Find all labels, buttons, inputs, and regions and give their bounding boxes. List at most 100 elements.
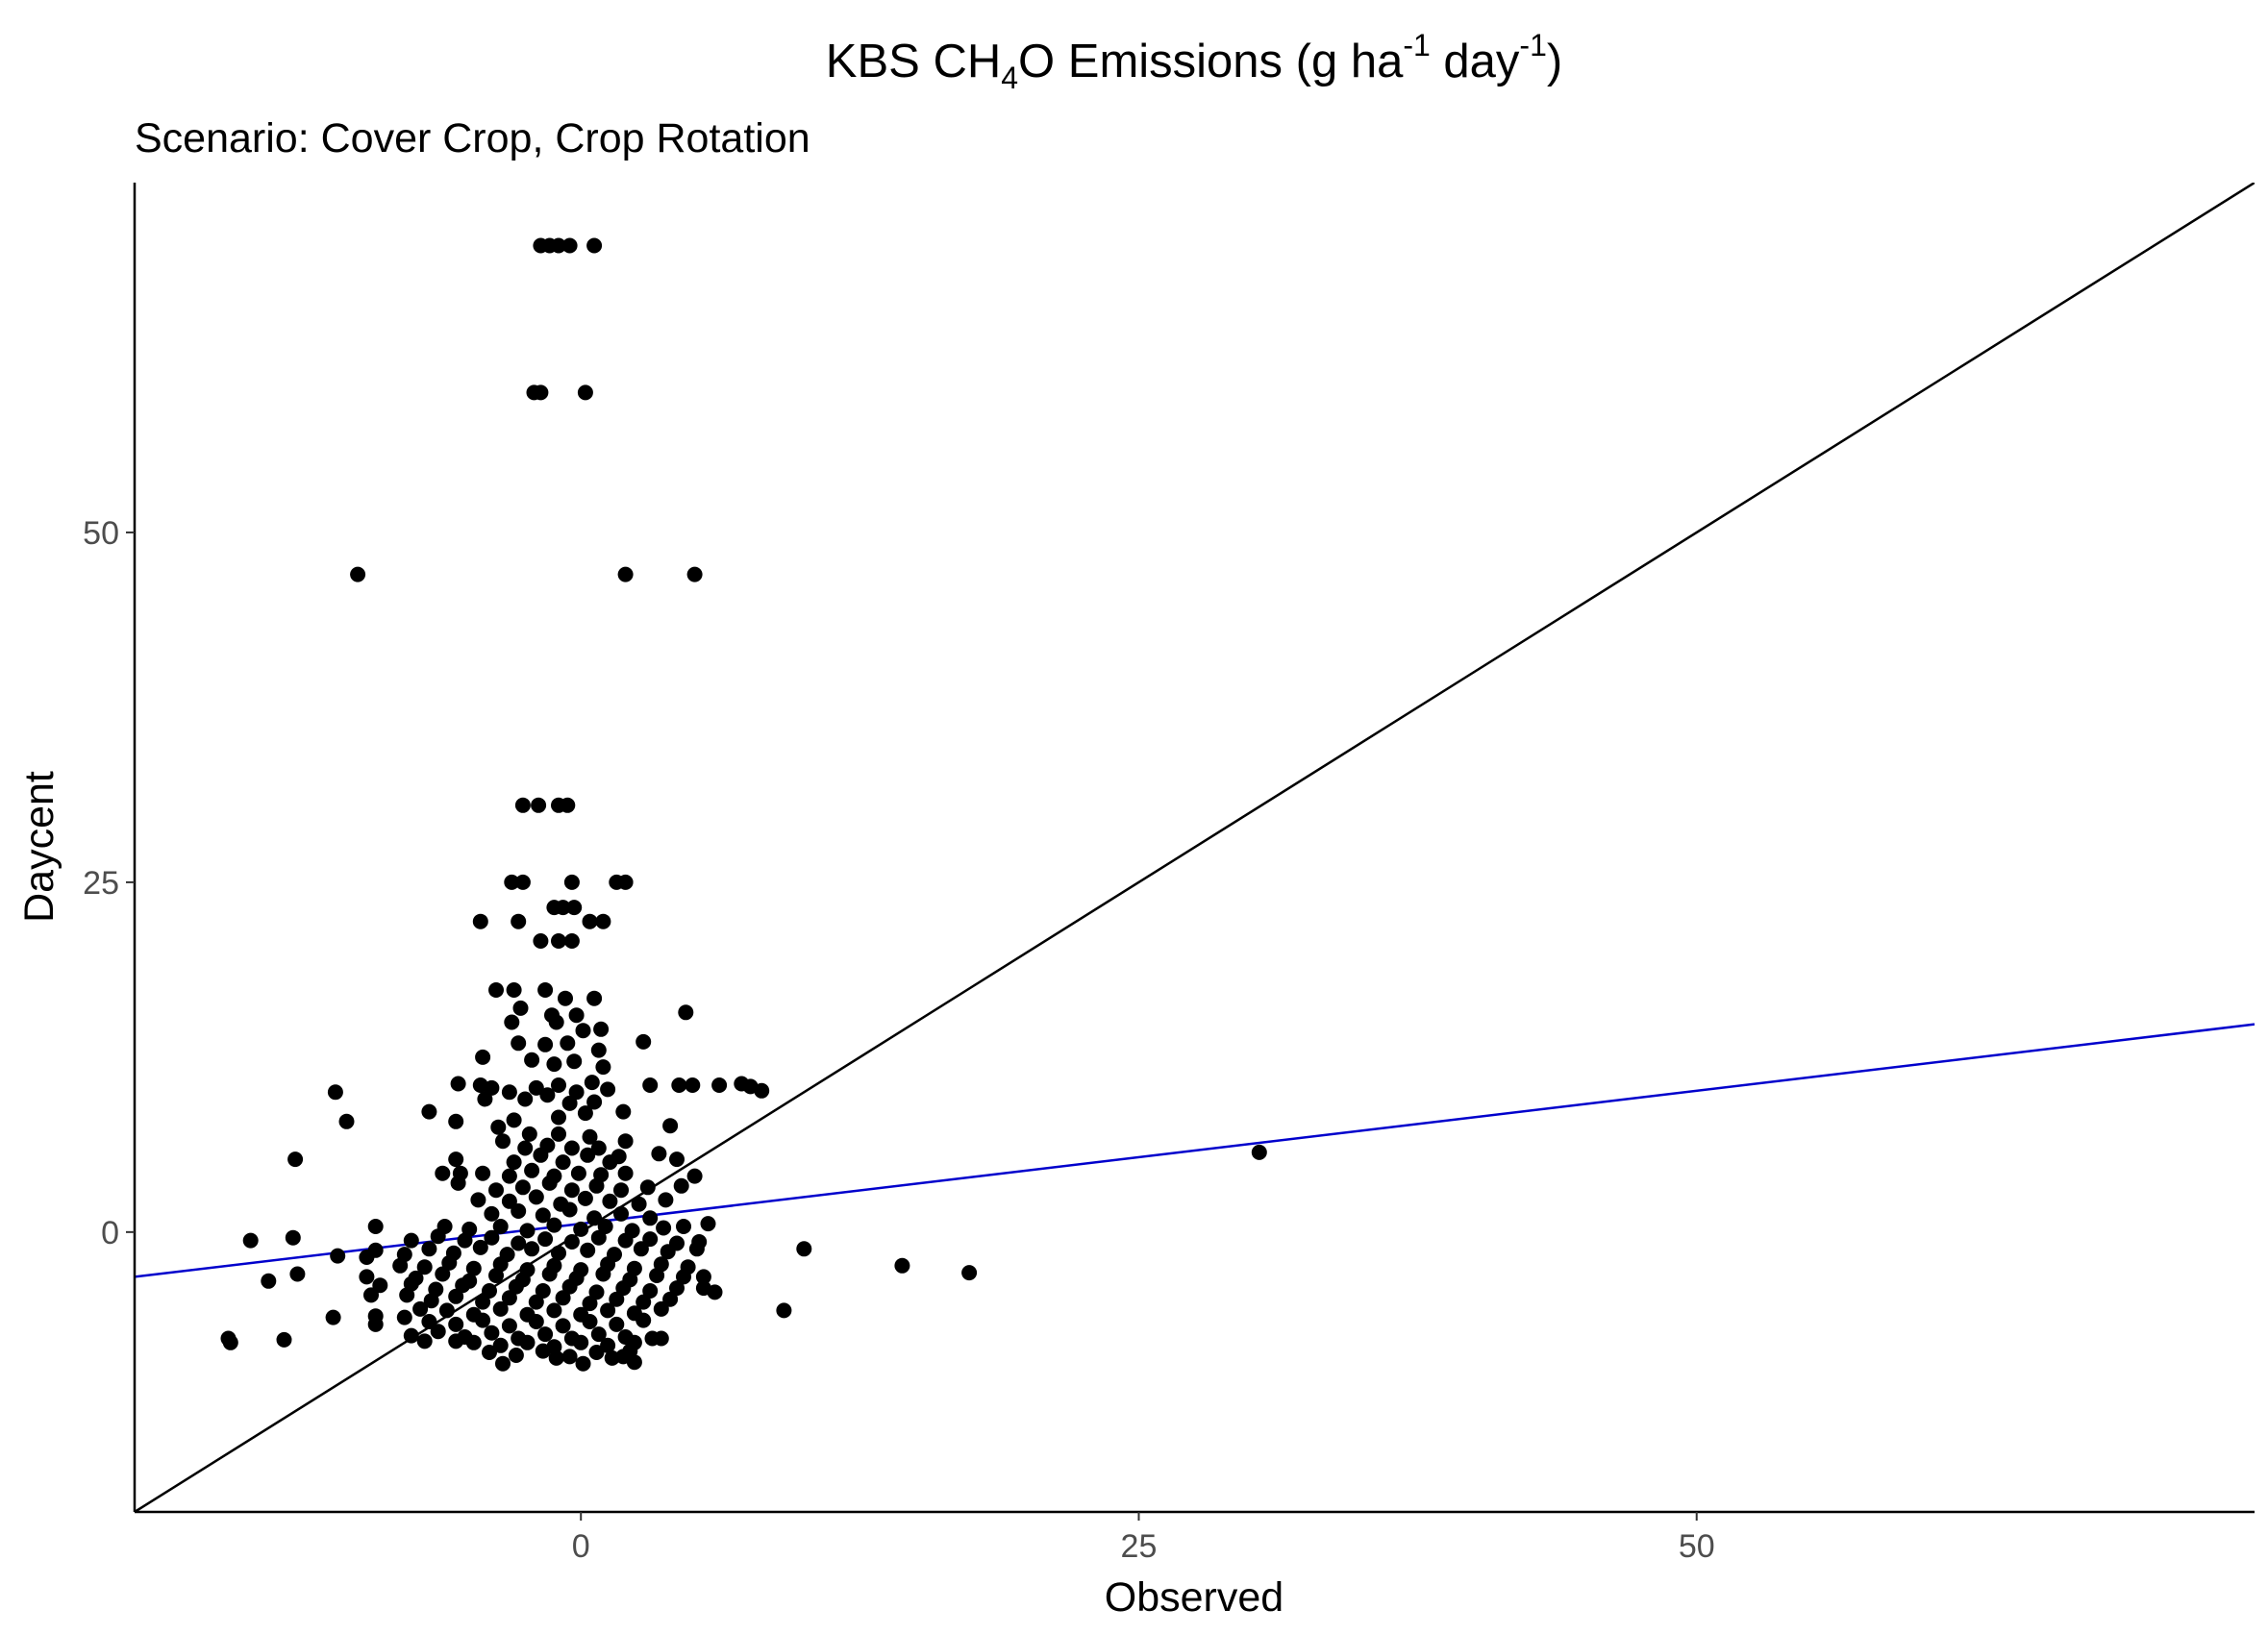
- data-point: [551, 1109, 566, 1126]
- data-point: [435, 1165, 451, 1181]
- data-point: [658, 1192, 674, 1208]
- data-point: [495, 1355, 511, 1372]
- data-point: [615, 1103, 632, 1120]
- data-point: [448, 1113, 464, 1129]
- data-point: [327, 1084, 343, 1101]
- data-point: [506, 1154, 522, 1171]
- data-point: [573, 1334, 589, 1350]
- data-point: [528, 1294, 544, 1310]
- data-point: [450, 1076, 466, 1092]
- data-point: [289, 1266, 306, 1282]
- data-point: [501, 1193, 517, 1209]
- data-point: [613, 1205, 629, 1222]
- data-point: [639, 1179, 656, 1196]
- data-point: [488, 1182, 504, 1199]
- data-point: [403, 1232, 419, 1249]
- data-point: [586, 1210, 603, 1226]
- data-point: [421, 1103, 437, 1120]
- data-point: [586, 1094, 603, 1110]
- data-point: [455, 1277, 471, 1294]
- data-point: [546, 1217, 562, 1233]
- data-point: [276, 1331, 292, 1348]
- data-point: [582, 1296, 598, 1312]
- data-point: [421, 1241, 437, 1257]
- data-point: [662, 1291, 679, 1307]
- data-point: [325, 1309, 341, 1325]
- data-point: [590, 1042, 607, 1058]
- data-point: [609, 1291, 625, 1307]
- data-point: [285, 1229, 301, 1246]
- data-point: [533, 1147, 549, 1163]
- data-point: [555, 1290, 571, 1306]
- data-point: [528, 1314, 544, 1329]
- data-point: [711, 1077, 728, 1093]
- data-point: [519, 1223, 536, 1239]
- data-point: [519, 1334, 536, 1350]
- title-subscript: 4: [1001, 61, 1018, 95]
- data-point: [595, 913, 611, 929]
- data-point: [548, 1349, 564, 1366]
- data-point: [560, 797, 576, 813]
- data-point: [528, 1189, 544, 1205]
- data-point: [528, 1079, 544, 1096]
- data-point: [688, 1241, 705, 1257]
- data-point: [501, 1290, 517, 1306]
- data-point: [961, 1265, 978, 1281]
- data-point: [535, 1343, 551, 1359]
- data-point: [602, 1154, 618, 1171]
- data-point: [551, 237, 566, 254]
- data-point: [482, 1283, 497, 1299]
- data-point: [450, 1175, 466, 1191]
- data-point: [541, 1266, 558, 1282]
- data-point: [1251, 1144, 1267, 1160]
- data-point: [577, 1190, 593, 1206]
- data-point: [537, 1231, 554, 1248]
- data-point: [477, 1091, 493, 1107]
- data-point: [560, 1035, 576, 1052]
- data-point: [533, 384, 549, 401]
- data-point: [582, 1128, 598, 1145]
- data-point: [575, 1023, 591, 1039]
- data-point: [435, 1266, 451, 1282]
- data-point: [465, 1260, 482, 1276]
- data-point: [423, 1293, 439, 1309]
- data-point: [656, 1220, 672, 1236]
- data-point: [595, 1266, 611, 1282]
- data-point: [367, 1316, 384, 1332]
- data-point: [242, 1232, 259, 1249]
- data-point: [686, 1168, 703, 1184]
- y-tick-label: 25: [83, 865, 119, 902]
- data-point: [586, 237, 603, 254]
- data-point: [580, 1242, 596, 1258]
- data-point: [475, 1049, 491, 1065]
- data-point: [642, 1077, 659, 1093]
- x-axis-title: Observed: [1105, 1574, 1284, 1621]
- data-point: [582, 1314, 598, 1329]
- data-point: [438, 1302, 455, 1319]
- data-point: [568, 1084, 585, 1101]
- data-point: [590, 1326, 607, 1343]
- data-point: [448, 1316, 464, 1332]
- data-point: [642, 1283, 659, 1299]
- chart-subtitle: Scenario: Cover Crop, Crop Rotation: [135, 115, 810, 161]
- data-point: [617, 874, 634, 890]
- data-point: [492, 1219, 509, 1234]
- data-point: [472, 913, 488, 929]
- data-point: [475, 1165, 491, 1181]
- data-point: [508, 1278, 524, 1295]
- data-point: [636, 1033, 652, 1050]
- data-point: [484, 1325, 500, 1341]
- data-point: [615, 1280, 632, 1297]
- data-point: [470, 1192, 486, 1208]
- data-point: [586, 990, 603, 1006]
- data-point: [593, 1021, 610, 1037]
- data-points: [220, 237, 1267, 1372]
- chart-title: KBS CH4O Emissions (g ha-1 day-1): [826, 28, 1562, 95]
- data-point: [582, 913, 598, 929]
- data-point: [501, 1318, 517, 1334]
- data-point: [541, 1175, 558, 1191]
- data-point: [546, 1302, 562, 1319]
- data-point: [287, 1151, 304, 1168]
- data-point: [669, 1280, 685, 1297]
